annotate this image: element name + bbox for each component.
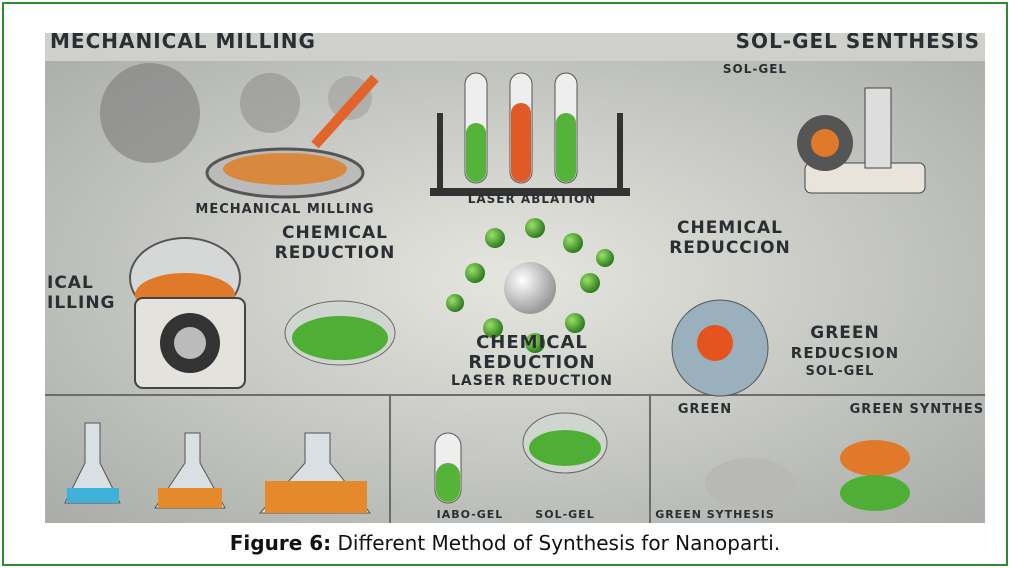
- image-label: SOL-GEL: [535, 508, 594, 521]
- image-label: LASER ABLATION: [468, 192, 597, 206]
- image-label: REDUCTION: [468, 352, 595, 373]
- image-label: CHEMICAL: [476, 332, 588, 353]
- image-label: REDUCSION: [791, 344, 899, 362]
- caption-text: Different Method of Synthesis for Nanopa…: [338, 531, 781, 555]
- figure-image: MECHANICAL MILLING SOL-GEL SENTHESIS SOL-G…: [45, 33, 985, 523]
- image-label: SOL-GEL: [806, 364, 875, 379]
- caption-label: Figure 6:: [230, 531, 331, 555]
- image-label: SOL-GEL: [723, 62, 787, 76]
- image-label: CHEMICAL: [677, 218, 783, 238]
- image-label: GREEN: [678, 402, 732, 417]
- image-label: CHEMICAL: [282, 223, 388, 243]
- image-label: GREEN: [810, 323, 880, 343]
- image-label: REDUCCION: [669, 238, 791, 258]
- image-label: LASER REDUCTION: [451, 373, 613, 389]
- image-label: SOL-GEL SENTHESIS: [736, 33, 980, 53]
- image-label: ICAL: [47, 273, 94, 293]
- image-label: GREEN SYNTHESIS: [850, 402, 985, 417]
- image-label: GREEN SYTHESIS: [655, 508, 775, 521]
- image-label: IABO-GEL: [437, 508, 504, 521]
- image-label: REDUCTION: [275, 243, 396, 263]
- image-label: ILLING: [47, 293, 116, 313]
- image-label: MECHANICAL MILLING: [50, 33, 316, 53]
- figure-caption: Figure 6: Different Method of Synthesis …: [0, 531, 1010, 555]
- image-label: MECHANICAL MILLING: [195, 202, 374, 217]
